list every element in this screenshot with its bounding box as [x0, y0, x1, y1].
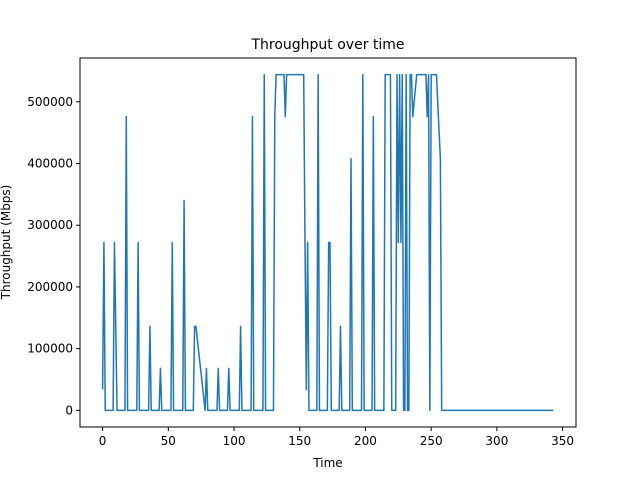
x-tick-label: 350 — [551, 434, 574, 448]
y-tick-label: 300000 — [27, 218, 73, 232]
y-tick-label: 400000 — [27, 157, 73, 171]
y-tick-label: 100000 — [27, 342, 73, 356]
x-tick-label: 150 — [288, 434, 311, 448]
plot-frame — [79, 57, 577, 428]
y-tick-label: 500000 — [27, 95, 73, 109]
x-tick-label: 200 — [354, 434, 377, 448]
x-tick-label: 50 — [161, 434, 176, 448]
y-tick-label: 0 — [65, 403, 73, 417]
x-axis-ticks: 0 50 100 150 200 250 300 350 — [99, 427, 574, 448]
series-layer — [101, 73, 554, 412]
y-axis-label: Throughput (Mbps) — [0, 185, 13, 301]
y-tick-label: 200000 — [27, 280, 73, 294]
x-tick-label: 300 — [485, 434, 508, 448]
y-axis-ticks: 0 100000 200000 300000 400000 500000 — [27, 95, 80, 417]
x-axis-label: Time — [312, 456, 342, 470]
x-tick-label: 250 — [420, 434, 443, 448]
series-line-0 — [101, 73, 554, 412]
x-tick-label: 100 — [223, 434, 246, 448]
x-tick-label: 0 — [99, 434, 107, 448]
chart-title: Throughput over time — [250, 37, 404, 53]
